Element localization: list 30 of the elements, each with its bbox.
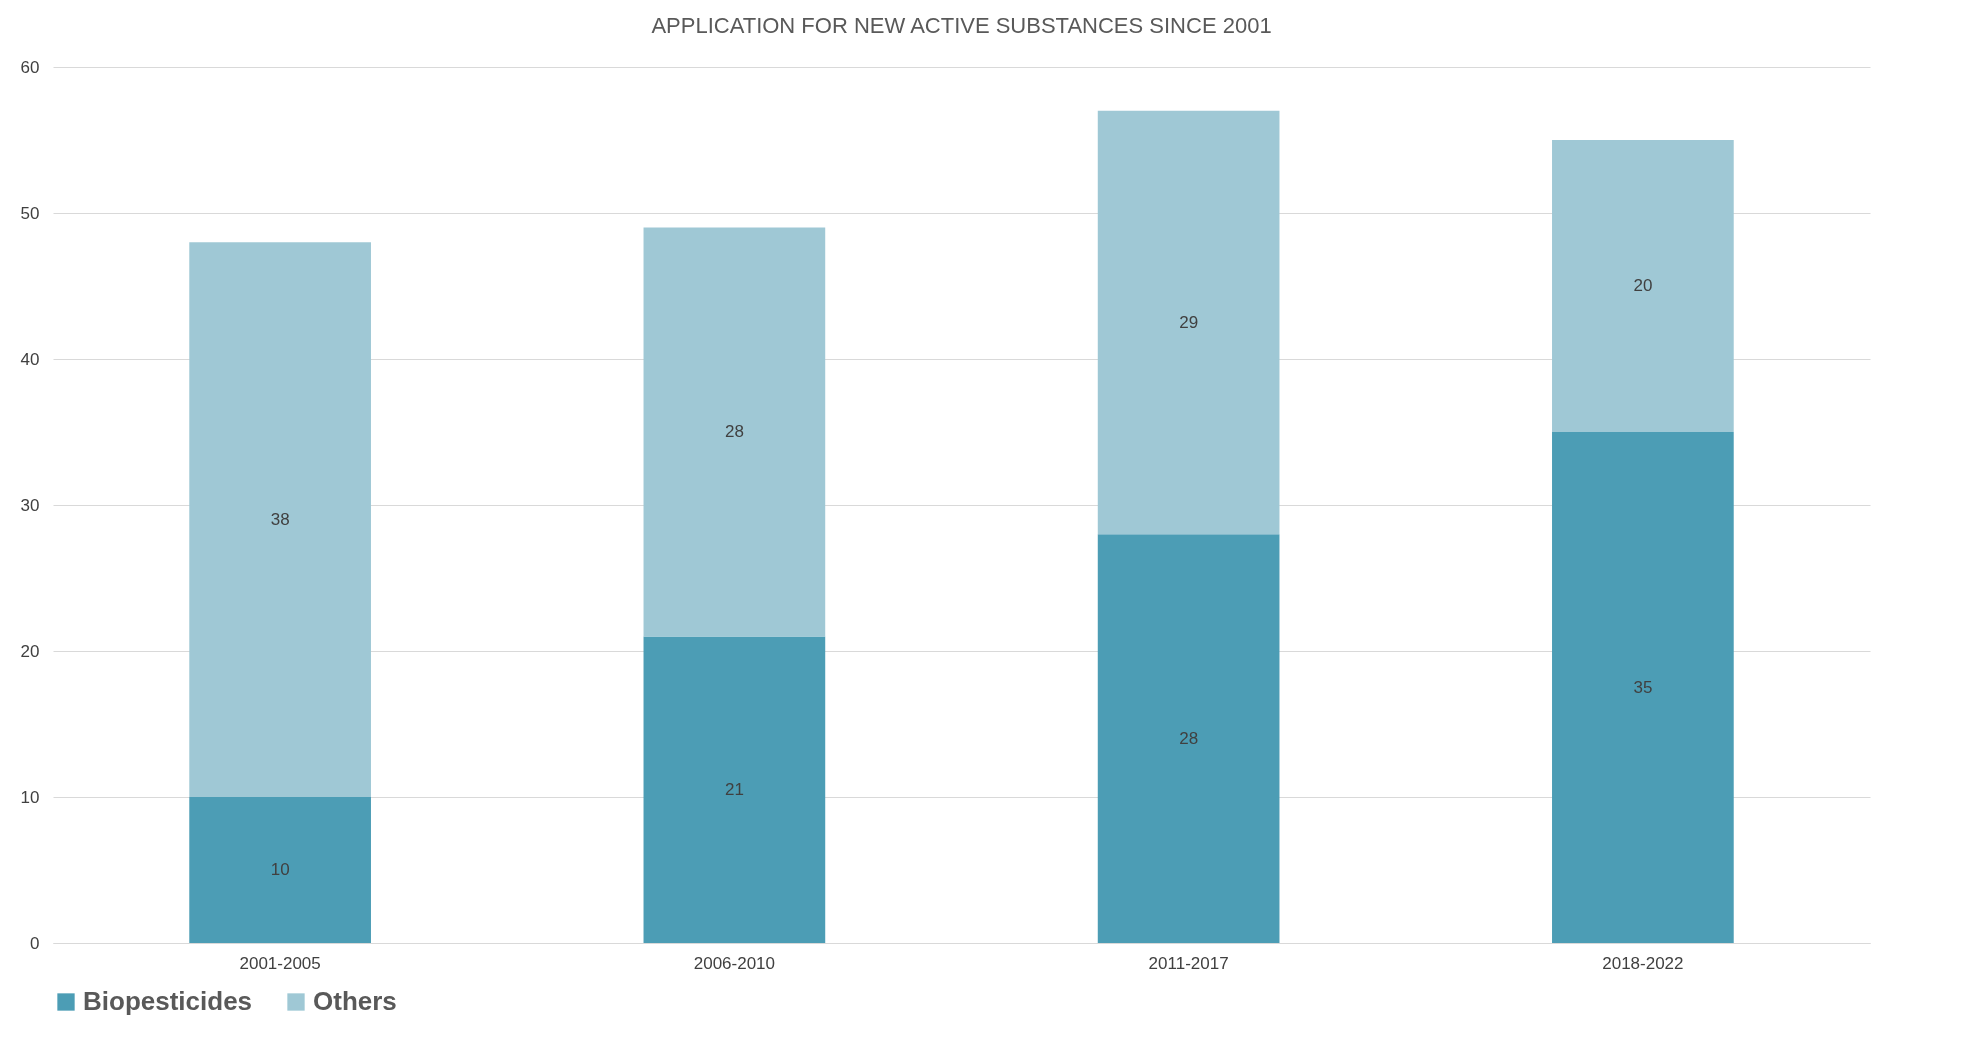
x-tick-label: 2011-2017: [1148, 953, 1229, 973]
data-label: 20: [1633, 276, 1653, 295]
bar: [643, 636, 826, 943]
data-label: 29: [1179, 312, 1199, 332]
bar: [1097, 534, 1280, 943]
y-tick-label: 30: [20, 495, 40, 515]
bar: [1097, 110, 1280, 535]
y-tick-label: 0: [30, 933, 40, 953]
y-tick-label: 60: [20, 57, 40, 77]
bar: [1552, 432, 1734, 943]
data-label: 10: [270, 860, 290, 879]
x-tick-label: 2006-2010: [693, 953, 776, 973]
bar: [1552, 140, 1734, 432]
data-label: 35: [1633, 677, 1653, 697]
bar: [189, 242, 371, 797]
y-tick-label: 40: [20, 349, 40, 369]
data-label: 28: [724, 422, 744, 441]
x-tick-label: 2001-2005: [239, 953, 321, 973]
data-label: 21: [724, 779, 744, 799]
y-tick-label: 20: [20, 641, 40, 661]
data-label: 28: [1179, 728, 1199, 748]
y-tick-label: 10: [20, 787, 40, 807]
bar: [189, 797, 371, 943]
bar: [643, 227, 826, 637]
x-tick-label: 2018-2022: [1602, 953, 1684, 973]
legend-label: Biopesticides: [83, 986, 253, 1016]
data-label: 38: [270, 509, 290, 529]
y-tick-label: 50: [20, 203, 40, 223]
legend-label: Others: [313, 986, 397, 1016]
chart-title: APPLICATION FOR NEW ACTIVE SUBSTANCES SINCE 2001: [651, 13, 1272, 38]
